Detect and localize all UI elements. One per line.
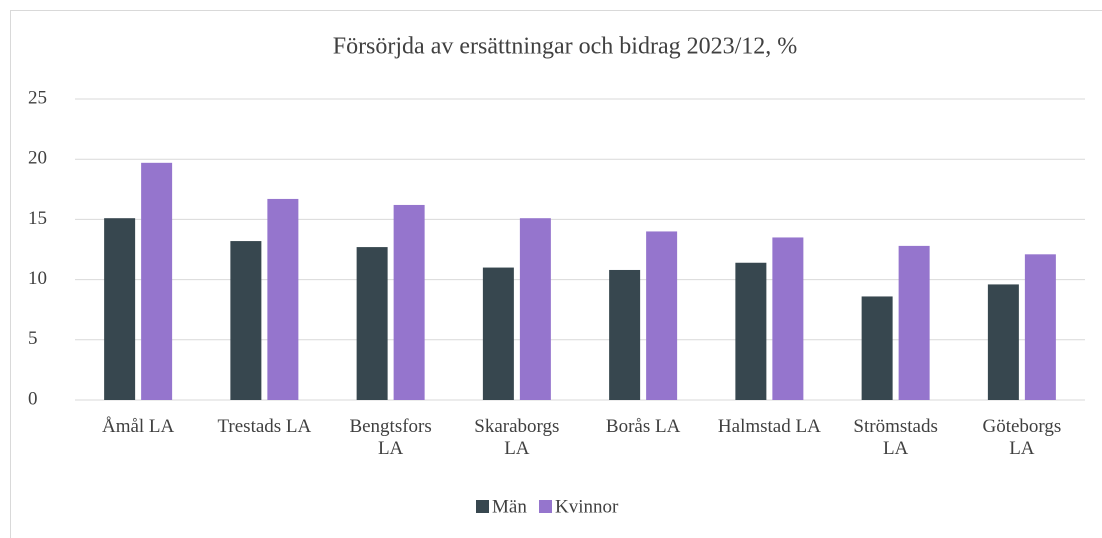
legend-swatch — [476, 500, 489, 513]
bar — [646, 231, 678, 400]
y-tick-label: 20 — [28, 148, 47, 169]
bar — [519, 218, 551, 400]
x-tick-label: Åmål LA — [101, 416, 175, 437]
x-tick-label: Bengtsfors LA — [349, 416, 432, 459]
bar — [987, 284, 1019, 400]
bar — [230, 241, 262, 400]
bar — [609, 269, 641, 400]
bar — [104, 218, 136, 400]
bar — [1024, 254, 1056, 400]
y-tick-label: 10 — [28, 268, 47, 289]
bar — [393, 204, 425, 400]
y-tick-label: 25 — [28, 87, 47, 108]
bar — [356, 247, 388, 400]
y-tick-label: 5 — [28, 328, 38, 349]
legend-swatch — [539, 500, 552, 513]
x-tick-label: Skaraborgs LA — [474, 416, 560, 459]
legend-label: Kvinnor — [555, 496, 619, 517]
y-tick-label: 0 — [28, 388, 38, 409]
bar — [861, 296, 893, 400]
x-tick-label: Trestads LA — [217, 416, 312, 437]
x-tick-label: Halmstad LA — [717, 416, 821, 437]
bar — [898, 245, 930, 400]
x-tick-label: Borås LA — [605, 416, 681, 437]
bar — [141, 162, 173, 400]
y-tick-label: 15 — [28, 208, 47, 229]
bar — [267, 198, 299, 400]
bar — [735, 262, 767, 400]
chart-frame — [10, 10, 1102, 538]
bar — [482, 267, 514, 400]
x-tick-label: Strömstads LA — [853, 416, 938, 459]
legend-label: Män — [492, 496, 527, 517]
x-tick-label: Göteborgs LA — [982, 416, 1062, 459]
chart-title: Försörjda av ersättningar och bidrag 202… — [333, 34, 798, 60]
bar — [772, 237, 804, 400]
